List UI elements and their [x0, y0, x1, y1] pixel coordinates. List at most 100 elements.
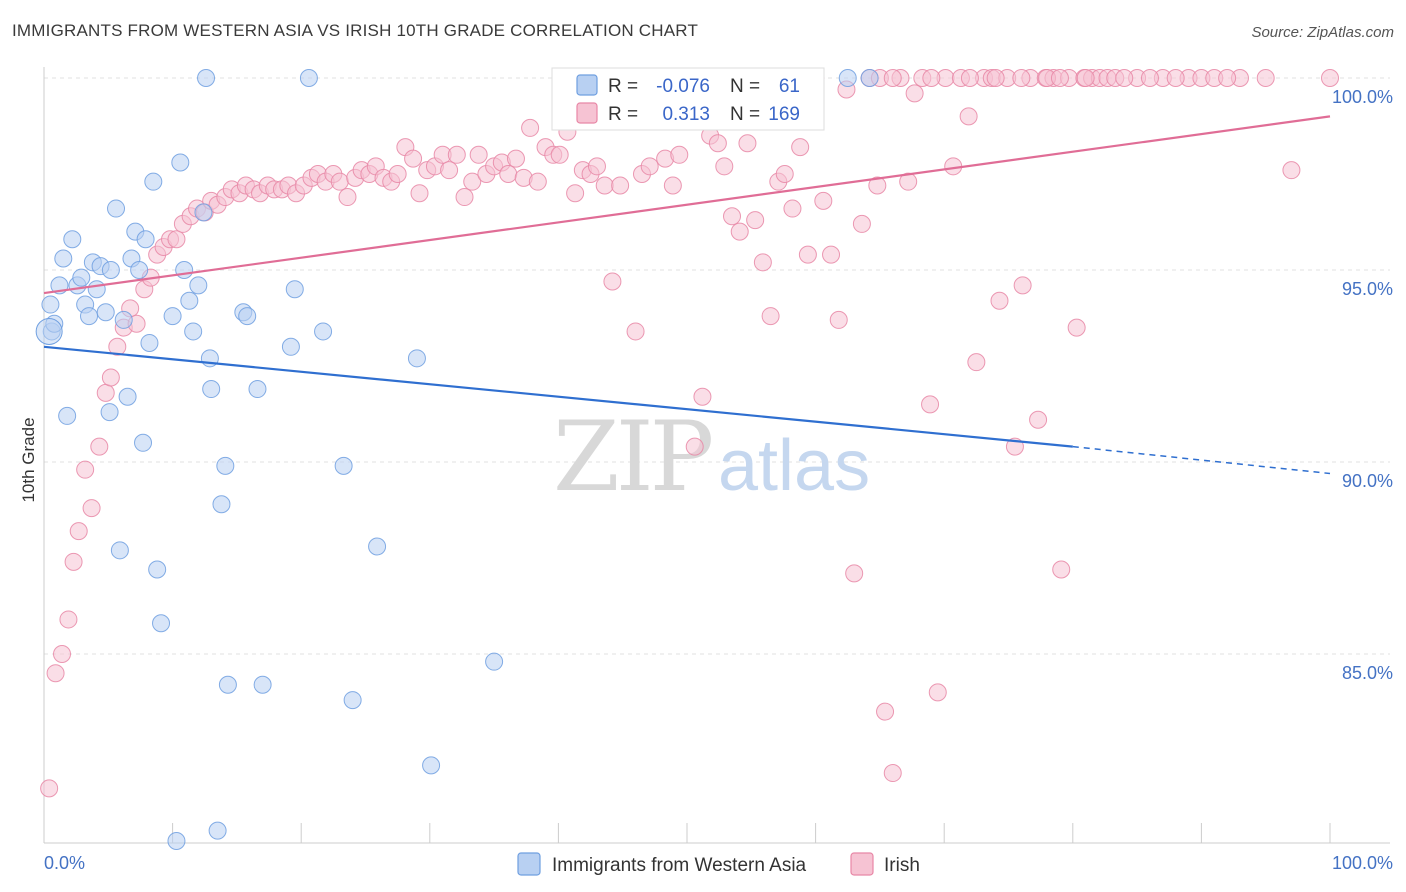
western-asia-point	[107, 199, 126, 218]
irish-point	[410, 184, 429, 203]
western-asia-point	[485, 652, 504, 671]
legend-swatch-irish	[850, 852, 874, 876]
irish-point	[1321, 69, 1339, 87]
irish-point	[404, 149, 423, 168]
irish-point	[108, 337, 127, 356]
western-asia-point	[334, 456, 353, 475]
western-asia-point	[281, 337, 300, 356]
western-asia-point	[838, 69, 857, 87]
western-asia-point	[171, 153, 190, 172]
irish-point	[738, 134, 757, 153]
irish-point	[693, 387, 712, 406]
watermark-zip: ZIP	[553, 401, 712, 513]
western-asia-trend-line	[43, 345, 1073, 448]
irish-point	[1256, 69, 1275, 87]
irish-point	[868, 176, 887, 195]
irish-point	[670, 145, 689, 164]
irish-point	[990, 291, 1009, 310]
y-tick-label: 90.0%	[1342, 471, 1393, 491]
irish-point	[775, 165, 794, 183]
stats-swatch-pink	[576, 102, 598, 124]
irish-point	[753, 253, 772, 272]
watermark-atlas: atlas	[718, 426, 870, 506]
irish-point	[167, 230, 186, 249]
irish-point	[783, 199, 802, 218]
irish-point	[1013, 276, 1032, 295]
western-asia-point	[87, 280, 106, 299]
western-asia-trend-extension	[1072, 445, 1331, 475]
y-tick-label: 95.0%	[1342, 279, 1393, 299]
bottom-legend: Immigrants from Western Asia Irish	[517, 852, 920, 876]
stats-n-label-blue: N =	[730, 76, 760, 97]
western-asia-point	[212, 495, 231, 514]
source-credit: Source: ZipAtlas.com	[1251, 24, 1394, 41]
western-asia-point	[136, 230, 155, 249]
western-asia-point	[35, 317, 63, 345]
irish-point	[76, 460, 95, 479]
western-asia-point	[180, 291, 199, 310]
irish-point	[587, 157, 606, 176]
irish-point	[829, 310, 848, 329]
western-asia-point	[202, 380, 221, 399]
irish-point	[852, 214, 871, 233]
stats-n-value-blue: 61	[779, 76, 800, 97]
irish-point	[1012, 69, 1031, 87]
irish-point	[388, 165, 407, 183]
western-asia-point	[54, 249, 73, 268]
irish-point	[90, 437, 109, 456]
western-asia-point	[314, 322, 333, 341]
irish-point	[595, 176, 614, 195]
irish-point	[499, 165, 518, 183]
western-asia-point	[299, 69, 318, 87]
western-asia-point	[163, 307, 182, 326]
irish-point	[967, 353, 986, 372]
western-asia-point	[101, 261, 120, 279]
western-asia-point	[860, 69, 879, 87]
irish-point	[330, 172, 349, 191]
irish-point	[338, 188, 357, 207]
irish-point	[822, 245, 841, 264]
western-asia-point	[343, 691, 362, 710]
stats-n-value-pink: 169	[768, 104, 800, 125]
stats-r-label-pink: R =	[608, 104, 638, 125]
stats-n-label-pink: N =	[730, 104, 760, 125]
irish-point	[53, 645, 72, 663]
western-asia-point	[218, 675, 237, 694]
western-asia-point	[238, 307, 257, 326]
irish-point	[746, 211, 765, 230]
irish-point	[40, 779, 59, 798]
western-asia-point	[110, 541, 129, 560]
irish-point	[469, 145, 488, 164]
irish-point	[69, 522, 88, 541]
western-asia-point	[152, 614, 171, 633]
western-asia-point	[194, 203, 213, 222]
x-tick-label-min: 0.0%	[44, 853, 85, 873]
irish-point	[876, 702, 895, 721]
irish-point	[101, 368, 120, 387]
irish-point	[883, 69, 902, 87]
irish-point	[1282, 161, 1301, 180]
western-asia-point	[100, 403, 119, 422]
irish-point	[986, 69, 1005, 87]
irish-point	[1115, 69, 1134, 87]
western-asia-point	[253, 675, 272, 694]
irish-point	[723, 207, 742, 226]
irish-point	[921, 395, 940, 414]
western-asia-point	[216, 456, 235, 475]
irish-point	[1052, 560, 1071, 579]
western-asia-point	[72, 268, 91, 287]
western-asia-points	[35, 69, 879, 850]
irish-point	[730, 222, 749, 241]
western-asia-point	[368, 537, 387, 556]
western-asia-point	[134, 433, 153, 452]
y-tick-label: 100.0%	[1332, 87, 1393, 107]
irish-point	[463, 172, 482, 191]
western-asia-point	[63, 230, 82, 249]
y-axis-label: 10th Grade	[19, 417, 38, 502]
irish-point	[550, 145, 569, 164]
irish-point	[685, 437, 704, 456]
irish-point	[761, 307, 780, 326]
western-asia-point	[114, 310, 133, 329]
trend-lines	[43, 115, 1331, 475]
irish-point	[528, 172, 547, 191]
